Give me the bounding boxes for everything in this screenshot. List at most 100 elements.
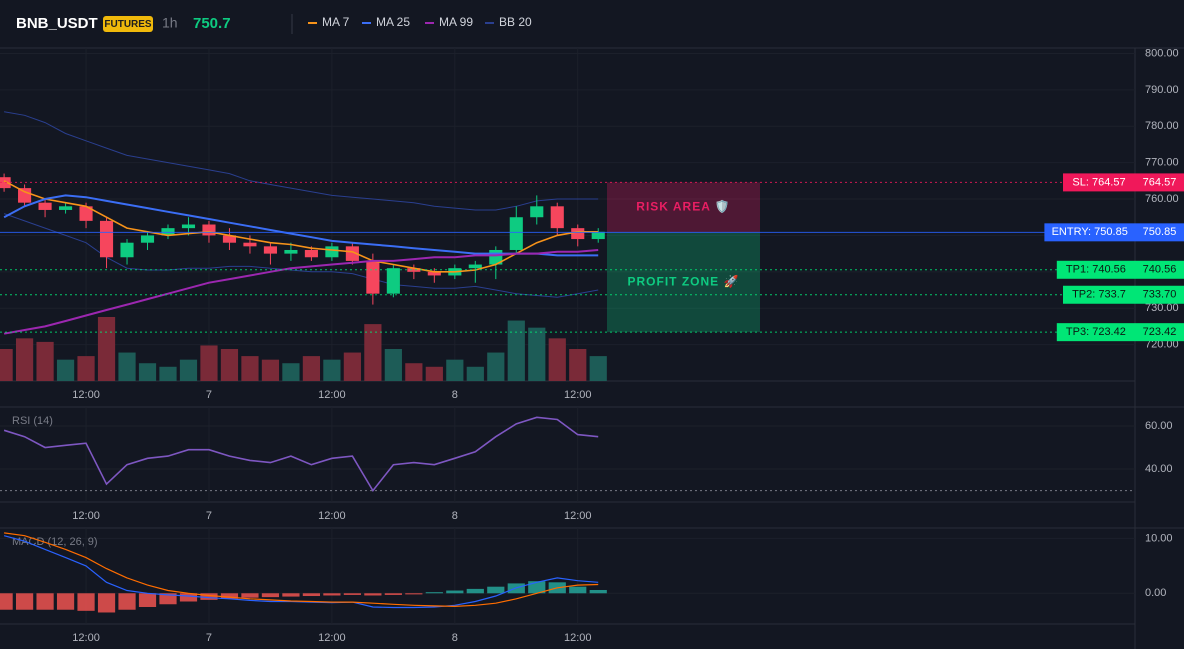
candle-body xyxy=(366,260,380,294)
histogram-bar xyxy=(118,593,136,610)
axis-price-label: 733.70 xyxy=(1143,289,1177,301)
volume-bar xyxy=(0,349,13,381)
candle-body xyxy=(571,228,585,240)
histogram-bar xyxy=(405,593,423,595)
level-tag-label: TP1: 740.56 xyxy=(1066,264,1126,276)
histogram-bar xyxy=(323,593,341,596)
histogram-bar xyxy=(487,586,505,594)
legend-label: MA 99 xyxy=(439,15,473,29)
axis-price-tag xyxy=(1135,285,1184,304)
axis-price-label: 764.57 xyxy=(1143,176,1177,188)
volume-bar xyxy=(56,359,75,381)
histogram-bar xyxy=(36,593,54,610)
x-tick-label: 7 xyxy=(206,389,212,401)
symbol: BNB_USDT xyxy=(16,15,98,32)
histogram-bar xyxy=(220,593,239,599)
candle-body xyxy=(427,271,441,276)
candle-body xyxy=(243,242,257,247)
x-tick-label: 8 xyxy=(452,510,458,522)
y-tick-label: 790.00 xyxy=(1145,84,1179,96)
candle-body xyxy=(38,202,52,210)
volume-bar xyxy=(343,352,361,381)
volume-bar xyxy=(282,363,300,381)
axis-price-tag xyxy=(1135,223,1184,242)
badge: FUTURES xyxy=(104,19,152,30)
x-tick-label: 12:00 xyxy=(318,510,346,522)
volume-bar xyxy=(384,349,402,381)
badge-bg xyxy=(103,16,153,32)
volume-bar xyxy=(179,359,198,381)
x-tick-label: 12:00 xyxy=(72,510,100,522)
ma-line xyxy=(3,194,599,257)
histogram-bar xyxy=(446,590,464,594)
bb-upper xyxy=(4,111,599,211)
zone-label: RISK AREA 🛡️ xyxy=(636,200,730,214)
volume-bar xyxy=(302,356,321,381)
volume-bar xyxy=(138,363,157,381)
volume-bar xyxy=(446,359,464,381)
level-tag xyxy=(1044,223,1135,242)
volume-bar xyxy=(364,324,382,381)
volume-bar xyxy=(220,349,239,381)
volume-bar xyxy=(487,352,505,381)
y-tick-label: 0.00 xyxy=(1145,587,1166,599)
histogram-bar xyxy=(364,593,382,596)
candle-body xyxy=(468,264,482,269)
histogram-bar xyxy=(241,593,259,598)
rsi-line xyxy=(3,416,599,493)
level-tag xyxy=(1063,285,1135,304)
x-tick-label: 12:00 xyxy=(564,510,592,522)
zone xyxy=(607,182,760,233)
y-tick-label: 60.00 xyxy=(1145,420,1173,432)
candle-body xyxy=(591,231,605,240)
candle-body xyxy=(18,188,32,203)
legend-label: MA 7 xyxy=(322,15,350,29)
zone-label: PROFIT ZONE 🚀 xyxy=(628,274,740,288)
zone xyxy=(607,232,760,333)
volume-bar xyxy=(405,363,423,381)
candle-body xyxy=(386,268,400,294)
histogram-bar xyxy=(384,593,402,595)
histogram-bar xyxy=(138,593,157,607)
level-tag-label: TP3: 723.42 xyxy=(1066,326,1126,338)
candle-body xyxy=(509,217,523,250)
histogram-bar xyxy=(97,593,116,613)
axis-price-label: 740.56 xyxy=(1143,264,1177,276)
volume-bar xyxy=(323,359,341,381)
x-tick-label: 12:00 xyxy=(564,389,592,401)
level-tag-label: ENTRY: 750.85 xyxy=(1052,226,1128,238)
histogram-bar xyxy=(302,593,321,597)
volume-bar xyxy=(466,366,484,381)
volume-bar xyxy=(528,327,546,381)
level-tag-label: SL: 764.57 xyxy=(1072,176,1125,188)
axis-price-tag xyxy=(1135,260,1184,279)
volume-bar xyxy=(425,366,443,381)
axis-price-tag xyxy=(1135,173,1184,192)
candle-body xyxy=(345,246,359,261)
x-tick-label: 12:00 xyxy=(72,389,100,401)
histogram-bar xyxy=(528,581,546,594)
volume-bar xyxy=(589,356,607,381)
volume-bar xyxy=(507,320,525,381)
volume-bar xyxy=(77,356,95,381)
y-tick-label: 760.00 xyxy=(1145,193,1179,205)
histogram-bar xyxy=(179,593,198,602)
panel-title: RSI (14) xyxy=(12,415,53,427)
y-tick-label: 800.00 xyxy=(1145,47,1179,59)
candle-body xyxy=(284,249,298,254)
volume-bar xyxy=(200,345,218,381)
x-tick-label: 8 xyxy=(452,389,458,401)
candle-body xyxy=(263,246,277,254)
x-tick-label: 7 xyxy=(206,510,212,522)
interval: 1h xyxy=(162,15,178,31)
candle-body xyxy=(202,224,216,236)
candle-body xyxy=(59,206,73,210)
y-tick-label: 730.00 xyxy=(1145,302,1179,314)
volume-bar xyxy=(97,317,116,381)
x-tick-label: 12:00 xyxy=(564,632,592,644)
level-tag-label: TP2: 733.7 xyxy=(1072,289,1126,301)
histogram-bar xyxy=(0,593,13,610)
candle-body xyxy=(304,249,318,258)
